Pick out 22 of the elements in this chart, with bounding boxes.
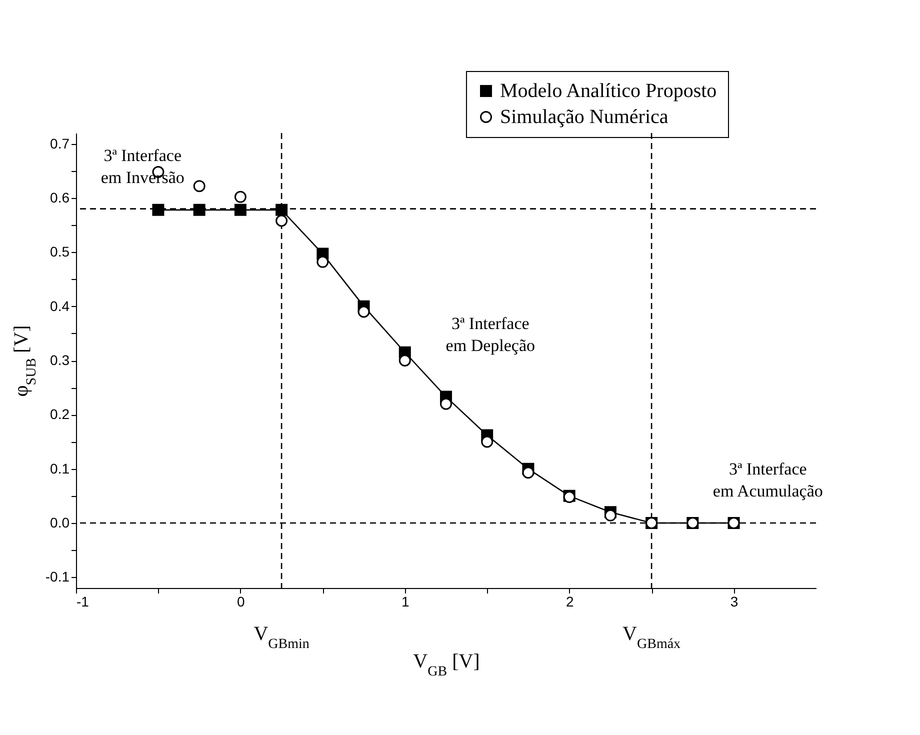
y-tick-label: 0.4 — [50, 298, 70, 314]
legend-label: Simulação Numérica — [500, 106, 668, 128]
annotation: 3ª Interface em Inversão — [100, 146, 184, 187]
y-tick-label: 0.2 — [50, 406, 70, 422]
y-tick-label: 0.0 — [50, 514, 70, 530]
x-tick-label: 0 — [237, 594, 246, 610]
y-tick-label: 0.1 — [50, 460, 70, 476]
annotation: 3ª Interface em Acumulação — [712, 460, 823, 501]
x-axis-title: V$_{GB}$ [V] — [413, 650, 480, 679]
x-tick-label: 2 — [566, 594, 574, 610]
y-tick-label: 0.6 — [50, 190, 70, 206]
legend-label: Modelo Analítico Proposto — [500, 80, 717, 102]
y-tick-label: -0.1 — [45, 568, 70, 585]
y-tick-label: 0.5 — [50, 244, 70, 260]
x-tick-label: 3 — [730, 594, 738, 610]
x-tick-label: -1 — [76, 594, 90, 610]
annotation: 3ª Interface em Depleção — [446, 314, 535, 356]
y-tick-label: 0.3 — [50, 352, 70, 368]
x-tick-label: 1 — [401, 594, 410, 610]
ref-line-label: V$_{GBmáx}$ — [622, 623, 681, 652]
ref-line-label: V$_{GBmin}$ — [254, 623, 310, 652]
y-tick-label: 0.7 — [50, 135, 70, 152]
